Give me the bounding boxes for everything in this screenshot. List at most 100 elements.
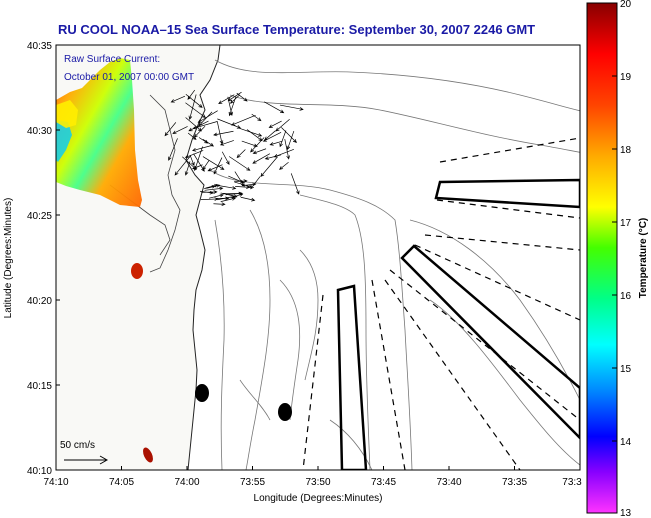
- colorbar-tick: 20: [620, 0, 632, 10]
- y-tick-label: 40:20: [27, 296, 52, 307]
- current-vector: [234, 179, 248, 183]
- current-vector: [198, 111, 213, 127]
- current-vector: [213, 202, 226, 207]
- current-vector: [204, 186, 224, 191]
- colorbar-gradient: [586, 2, 618, 514]
- current-vector: [263, 101, 285, 114]
- current-vector: [170, 95, 186, 103]
- bay-outline: [149, 94, 181, 273]
- transect-dashed-lines: [302, 137, 580, 470]
- current-vector: [241, 140, 258, 148]
- current-vector: [168, 138, 178, 161]
- map-title: RU COOL NOAA–15 Sea Surface Temperature:…: [58, 22, 535, 37]
- current-vector: [284, 138, 290, 160]
- sst-spot-dark-red: [143, 447, 153, 463]
- current-vector: [189, 155, 195, 167]
- colorbar-label: Temperature (°C): [638, 218, 649, 299]
- y-axis: 40:35 40:30 40:25 40:20 40:15 40:10 Lati…: [3, 41, 60, 477]
- x-tick-label: 73:35: [502, 477, 527, 488]
- marker-ellipse-west: [195, 384, 209, 402]
- colorbar-tick: 16: [620, 291, 632, 302]
- current-vector: [191, 145, 213, 152]
- bathymetry-contours: [209, 59, 580, 470]
- current-vector: [227, 96, 234, 117]
- current-vector: [234, 171, 245, 187]
- y-tick-label: 40:35: [27, 41, 52, 52]
- current-vector: [172, 126, 188, 134]
- current-vector: [187, 89, 196, 100]
- current-vector: [238, 127, 263, 137]
- colorbar: 20 19 18 17 16 15 14 13 Temperature (°C): [586, 0, 649, 518]
- colorbar-tick: 19: [620, 72, 632, 83]
- current-vector: [216, 196, 230, 201]
- current-vector: [228, 156, 251, 171]
- x-axis-label: Longitude (Degrees:Minutes): [254, 493, 383, 504]
- sst-spot-red: [131, 263, 143, 279]
- current-vector: [290, 173, 300, 195]
- current-vector: [268, 120, 282, 128]
- current-vector: [206, 184, 221, 189]
- y-tick-label: 40:30: [27, 126, 52, 137]
- current-vector: [250, 137, 265, 153]
- transect-box-south: [336, 284, 368, 470]
- current-vector: [217, 118, 242, 129]
- current-vector: [279, 104, 304, 111]
- x-tick-label: 73:3: [562, 477, 582, 488]
- x-tick-label: 73:50: [305, 477, 330, 488]
- current-vector: [286, 130, 295, 151]
- colorbar-tick: 17: [620, 218, 632, 229]
- current-vector: [213, 130, 234, 137]
- warm-spot: [56, 100, 78, 128]
- x-tick-label: 74:10: [43, 477, 68, 488]
- current-vector: [252, 148, 267, 155]
- current-vector: [187, 132, 197, 140]
- x-tick-label: 73:40: [436, 477, 461, 488]
- transect-boxes: [336, 178, 580, 470]
- current-vector: [241, 182, 257, 187]
- marker-ellipse-east: [278, 403, 292, 421]
- current-vector: [251, 113, 262, 122]
- current-vector: [208, 193, 224, 199]
- current-vector: [164, 122, 177, 137]
- y-tick-label: 40:25: [27, 211, 52, 222]
- y-tick-label: 40:10: [27, 466, 52, 477]
- current-vector: [281, 127, 297, 143]
- current-vector: [252, 153, 270, 164]
- current-vector: [230, 94, 241, 104]
- current-vector: [275, 118, 290, 132]
- current-vector: [218, 94, 235, 104]
- current-vector: [193, 125, 206, 138]
- y-axis-label: Latitude (Degrees:Minutes): [3, 198, 14, 319]
- scale-arrow: [64, 455, 109, 465]
- scale-label: 50 cm/s: [60, 440, 95, 451]
- colorbar-tick: 14: [620, 437, 632, 448]
- current-vector: [225, 191, 243, 196]
- current-vector: [174, 154, 192, 176]
- current-vector: [201, 190, 218, 194]
- current-vector: [200, 197, 219, 201]
- current-vector: [216, 121, 224, 145]
- colorbar-tick: 18: [620, 145, 632, 156]
- current-vector: [207, 164, 223, 172]
- map-plot-area: [56, 45, 580, 470]
- current-vector: [273, 148, 294, 158]
- current-vector: [188, 94, 197, 120]
- x-tick-label: 73:55: [240, 477, 265, 488]
- current-vector: [185, 117, 203, 132]
- y-tick-label: 40:15: [27, 381, 52, 392]
- current-vector: [185, 102, 206, 118]
- current-vector: [264, 130, 276, 141]
- current-vector: [193, 146, 203, 172]
- current-vector: [279, 130, 287, 148]
- current-vector: [279, 161, 289, 170]
- colorbar-tick: 15: [620, 364, 632, 375]
- legend-line-2: October 01, 2007 00:00 GMT: [64, 72, 194, 83]
- current-vector: [193, 153, 205, 172]
- transect-box-diagonal: [400, 244, 580, 440]
- current-vector: [184, 161, 191, 176]
- x-tick-label: 74:05: [109, 477, 134, 488]
- current-vector: [234, 181, 253, 188]
- colorbar-tick: 13: [620, 508, 632, 518]
- x-tick-label: 73:45: [371, 477, 396, 488]
